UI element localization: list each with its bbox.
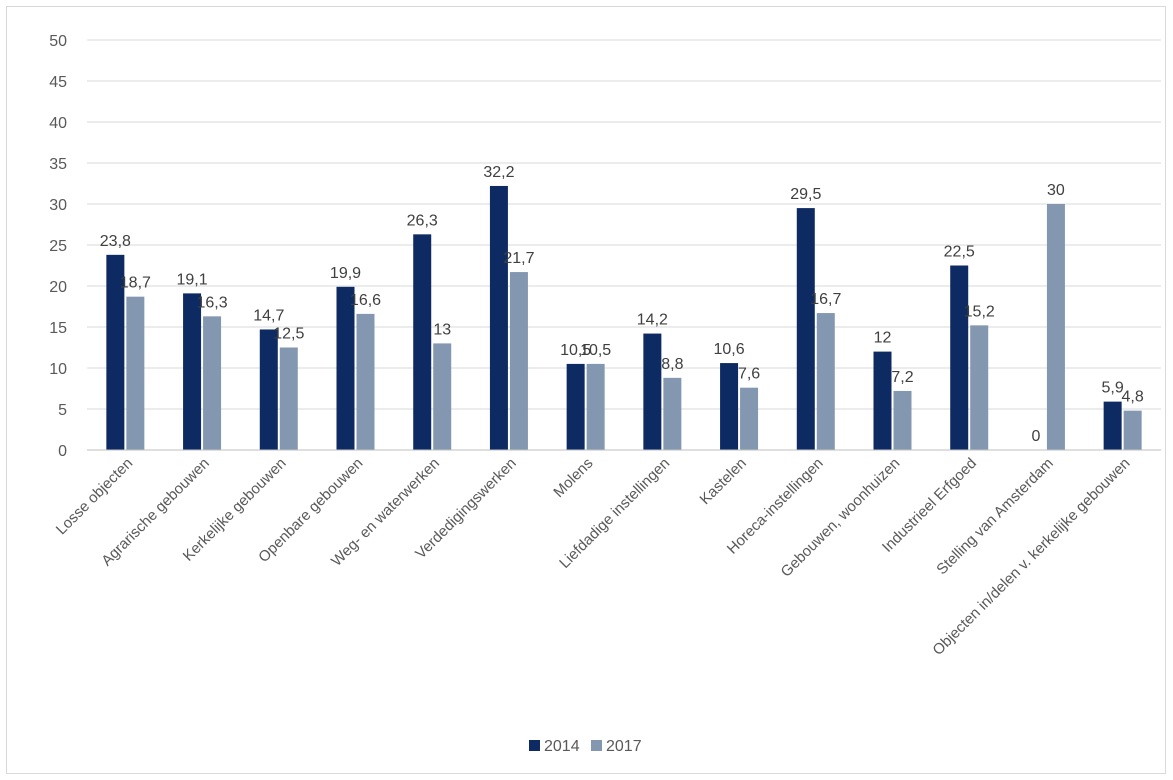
data-label-2017: 16,6	[350, 292, 381, 309]
legend: 2014 2017	[529, 738, 642, 755]
y-tick-label: 5	[58, 402, 67, 419]
bar-2017	[433, 343, 452, 450]
y-tick-label: 0	[58, 443, 67, 460]
data-label-2017: 16,3	[197, 294, 228, 311]
data-label-2014: 19,1	[177, 271, 208, 288]
bar-2014	[643, 333, 662, 450]
bar-2017	[356, 313, 375, 450]
data-label-2014: 12	[874, 330, 892, 347]
data-label-2017: 10,5	[580, 342, 611, 359]
data-label-2014: 29,5	[790, 186, 821, 203]
data-label-2014: 14,2	[637, 312, 668, 329]
data-label-2017: 21,7	[503, 250, 534, 267]
bar-2017	[970, 325, 989, 450]
bar-2017	[279, 347, 298, 450]
legend-label-2014: 2014	[544, 738, 580, 755]
data-label-2017: 13	[433, 321, 451, 338]
data-label-2014: 19,9	[330, 265, 361, 282]
data-label-2017: 16,7	[810, 291, 841, 308]
data-label-2017: 15,2	[964, 303, 995, 320]
bar-2017	[126, 296, 145, 450]
y-tick-label: 10	[49, 361, 67, 378]
legend-swatch-2017	[591, 740, 602, 751]
data-label-2014: 0	[1031, 428, 1040, 445]
y-axis-ticks: 0 5 10 15 20 25 30 35 40 45 50	[49, 33, 67, 460]
bar-2017	[893, 390, 912, 450]
data-labels: 23,8 19,1 14,7 19,9 26,3 32,2 10,5 14,2 10,6 29,5…	[100, 164, 1144, 445]
bar-2014	[336, 286, 355, 450]
data-label-2017: 8,8	[661, 356, 683, 373]
category-label: Kastelen	[697, 455, 750, 508]
bar-2017	[663, 377, 682, 450]
bar-2014	[873, 351, 892, 450]
category-label: Losse objecten	[53, 455, 136, 538]
legend-swatch-2014	[529, 740, 540, 751]
bar-2017	[509, 272, 528, 450]
data-label-2014: 10,5	[560, 342, 591, 359]
data-label-2014: 23,8	[100, 233, 131, 250]
gridlines	[87, 39, 1161, 410]
data-label-2017: 18,7	[120, 275, 151, 292]
bar-2014	[489, 185, 508, 450]
y-tick-label: 40	[49, 115, 67, 132]
y-tick-label: 30	[49, 197, 67, 214]
y-tick-label: 50	[49, 33, 67, 50]
data-label-2017: 7,6	[738, 366, 760, 383]
y-tick-label: 20	[49, 279, 67, 296]
data-label-2017: 4,8	[1122, 389, 1144, 406]
data-label-2014: 32,2	[483, 164, 514, 181]
bar-2014	[183, 293, 202, 450]
data-label-2014: 26,3	[407, 212, 438, 229]
bar-2017	[1046, 204, 1065, 450]
bar-2014	[950, 265, 969, 450]
bar-2014	[566, 363, 585, 450]
data-label-2017: 7,2	[891, 369, 913, 386]
bar-2014	[720, 363, 739, 450]
data-label-2014: 10,6	[714, 341, 745, 358]
bar-2017	[1123, 410, 1142, 450]
bar-2014	[106, 254, 125, 450]
bar-2017	[203, 316, 222, 450]
chart-frame: 0 5 10 15 20 25 30 35 40 45 50 23,8 19,1 14,7 19,9 26,…	[6, 6, 1166, 774]
data-label-2017: 12,5	[273, 326, 304, 343]
bars	[106, 185, 1142, 450]
category-label: Molens	[550, 455, 596, 501]
bar-2014	[413, 234, 432, 450]
bar-2014	[796, 208, 815, 450]
bar-2014	[1103, 401, 1122, 450]
bar-2017	[586, 363, 605, 450]
bar-2017	[816, 313, 835, 450]
data-label-2014: 5,9	[1102, 380, 1124, 397]
y-tick-label: 15	[49, 320, 67, 337]
data-label-2014: 14,7	[253, 307, 284, 324]
y-tick-label: 35	[49, 156, 67, 173]
bar-2017	[740, 387, 759, 450]
data-label-2017: 30	[1047, 182, 1065, 199]
data-label-2014: 22,5	[944, 244, 975, 261]
legend-label-2017: 2017	[606, 738, 642, 755]
bar-2014	[259, 329, 278, 450]
bar-chart: 0 5 10 15 20 25 30 35 40 45 50 23,8 19,1 14,7 19,9 26,…	[49, 33, 1161, 755]
y-tick-label: 45	[49, 74, 67, 91]
y-tick-label: 25	[49, 238, 67, 255]
